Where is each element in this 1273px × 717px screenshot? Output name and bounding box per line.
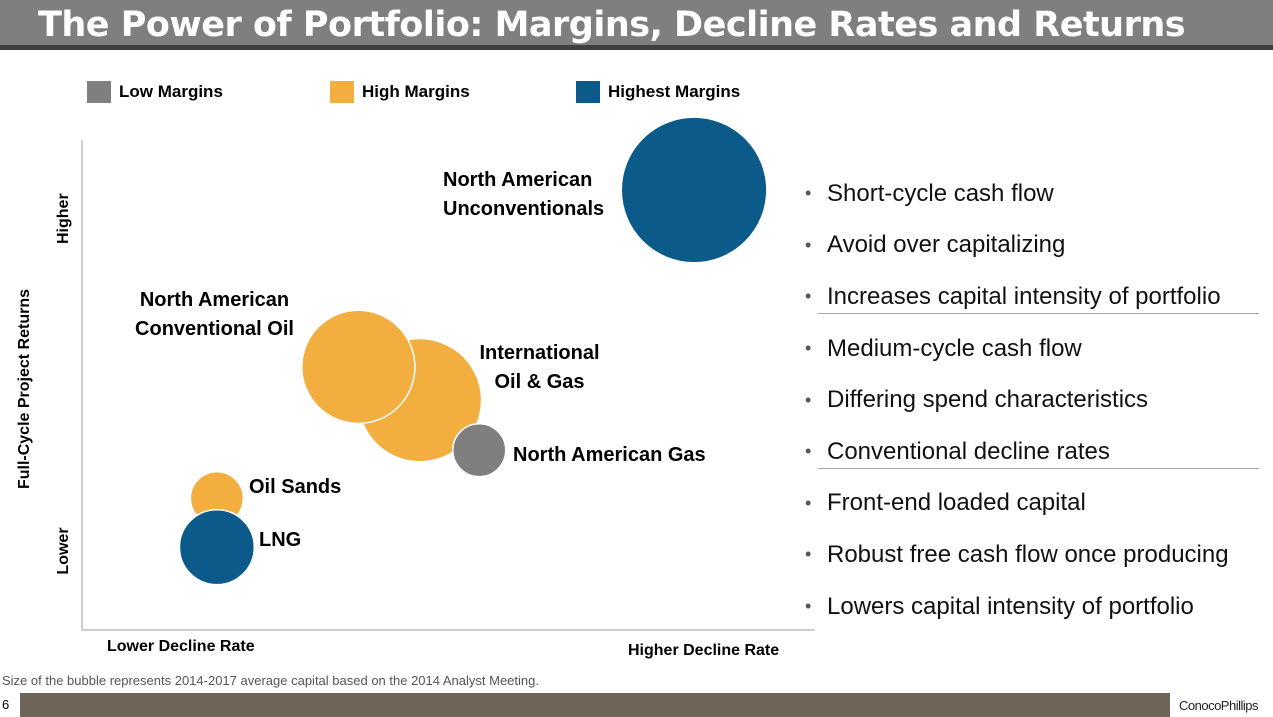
bullet-icon: • bbox=[805, 441, 812, 462]
bubble-north-american-gas bbox=[452, 422, 507, 478]
divider bbox=[818, 468, 1259, 469]
y-axis-title: Full-Cycle Project Returns bbox=[16, 288, 33, 490]
label-international: International Oil & Gas bbox=[472, 339, 607, 397]
bullet-item: • Robust free cash flow once producing bbox=[805, 529, 1260, 581]
bullet-icon: • bbox=[805, 286, 812, 307]
bullet-item: • Medium-cycle cash flow bbox=[805, 323, 1260, 375]
label-line: North American bbox=[139, 289, 290, 311]
bullet-text: Increases capital intensity of portfolio bbox=[827, 282, 1221, 310]
legend-label: Low Margins bbox=[119, 82, 223, 101]
bullet-item: • Conventional decline rates bbox=[805, 426, 1260, 478]
label-line: Oil & Gas bbox=[494, 371, 585, 393]
label-line: North American bbox=[443, 169, 593, 191]
legend-swatch-orange bbox=[330, 81, 354, 103]
bullet-icon: • bbox=[805, 544, 812, 565]
bullet-text: Avoid over capitalizing bbox=[827, 231, 1066, 259]
bullet-icon: • bbox=[805, 596, 812, 617]
bullet-text: Differing spend characteristics bbox=[827, 386, 1149, 414]
bullet-icon: • bbox=[805, 389, 812, 410]
label-na-gas: North American Gas bbox=[513, 444, 706, 466]
x-axis-low-label: Lower Decline Rate bbox=[107, 638, 255, 655]
bullet-item: • Lowers capital intensity of portfolio bbox=[805, 581, 1260, 633]
label-na-unconventionals: North American Unconventionals bbox=[443, 166, 604, 224]
footnote: Size of the bubble represents 2014-2017 … bbox=[2, 673, 539, 688]
bullet-item: • Avoid over capitalizing bbox=[805, 220, 1260, 272]
slide-title: The Power of Portfolio: Margins, Decline… bbox=[38, 5, 1186, 45]
legend-highest-margins: Highest Margins bbox=[576, 81, 740, 103]
bubble-north-american-unconventionals bbox=[620, 116, 768, 264]
bullet-item: • Front-end loaded capital bbox=[805, 478, 1260, 530]
bullet-text: Robust free cash flow once producing bbox=[827, 540, 1229, 568]
bullet-item: • Increases capital intensity of portfoli… bbox=[805, 271, 1260, 323]
legend-swatch-gray bbox=[87, 81, 111, 103]
bullet-text: Short-cycle cash flow bbox=[827, 179, 1054, 207]
x-axis-high-label: Higher Decline Rate bbox=[628, 642, 780, 659]
label-line: Unconventionals bbox=[443, 198, 605, 220]
label-line: International bbox=[479, 342, 600, 364]
legend-high-margins: High Margins bbox=[330, 81, 470, 103]
legend-label: Highest Margins bbox=[608, 82, 741, 101]
label-na-conventional-oil: North American Conventional Oil bbox=[132, 286, 297, 344]
bullet-list: • Short-cycle cash flow • Avoid over capit… bbox=[805, 168, 1260, 632]
bullet-item: • Differing spend characteristics bbox=[805, 374, 1260, 426]
divider bbox=[818, 313, 1259, 314]
footer-bar bbox=[20, 693, 1170, 717]
legend-low-margins: Low Margins bbox=[87, 81, 223, 103]
label-oil-sands: Oil Sands bbox=[249, 476, 342, 498]
footer: 6 ConocoPhillips bbox=[0, 693, 1273, 717]
title-bar: The Power of Portfolio: Margins, Decline… bbox=[0, 0, 1273, 50]
bullet-text: Front-end loaded capital bbox=[827, 489, 1086, 517]
label-line: Conventional Oil bbox=[135, 318, 294, 340]
bullet-text: Conventional decline rates bbox=[827, 437, 1110, 465]
page-number: 6 bbox=[2, 697, 10, 712]
bullet-icon: • bbox=[805, 338, 812, 359]
label-lng: LNG bbox=[259, 529, 302, 551]
bullet-icon: • bbox=[805, 234, 812, 255]
bullet-icon: • bbox=[805, 492, 812, 513]
bubble-lng bbox=[178, 509, 256, 586]
bullet-text: Lowers capital intensity of portfolio bbox=[827, 592, 1194, 620]
bullet-text: Medium-cycle cash flow bbox=[827, 334, 1082, 362]
conocophillips-logo: ConocoPhillips bbox=[1179, 698, 1259, 713]
legend-label: High Margins bbox=[362, 82, 470, 101]
y-axis-low-label: Lower bbox=[55, 527, 72, 575]
y-axis-high-label: Higher bbox=[55, 193, 72, 244]
bullet-item: • Short-cycle cash flow bbox=[805, 168, 1260, 220]
legend-swatch-blue bbox=[576, 81, 600, 103]
bubble-north-american-conventional-oil bbox=[301, 309, 416, 425]
bullet-icon: • bbox=[805, 183, 812, 204]
